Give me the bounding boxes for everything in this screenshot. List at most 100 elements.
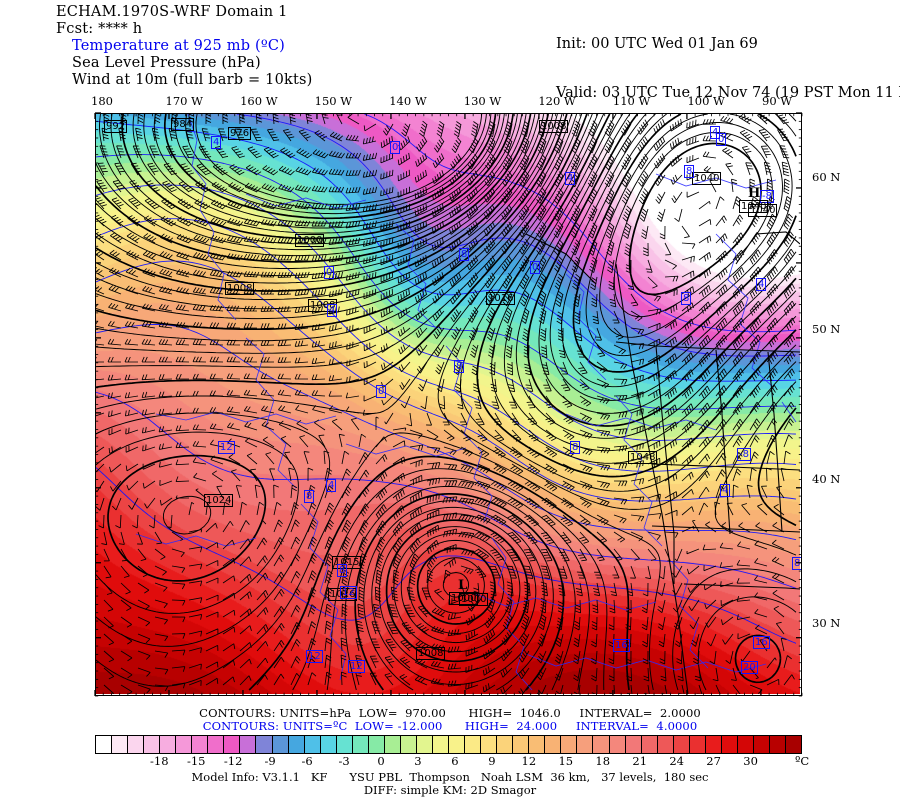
contour-line bbox=[749, 451, 759, 465]
contour-line bbox=[466, 255, 479, 271]
contour-line bbox=[681, 403, 694, 416]
contour-line bbox=[519, 255, 530, 272]
contour-line bbox=[346, 306, 360, 316]
contour-line bbox=[467, 289, 479, 306]
contour-line bbox=[141, 321, 156, 329]
contour-line bbox=[426, 493, 440, 504]
colorbar-swatch-35 bbox=[657, 736, 674, 753]
contour-line bbox=[501, 255, 513, 272]
contour-line bbox=[143, 233, 157, 244]
contour-line bbox=[588, 120, 598, 137]
contour-line bbox=[554, 256, 564, 273]
contour-line bbox=[160, 215, 177, 227]
contour-line bbox=[468, 327, 479, 341]
contour-line bbox=[278, 420, 292, 431]
contour-line bbox=[399, 378, 411, 390]
contour-line bbox=[328, 374, 343, 382]
contour-line bbox=[604, 171, 615, 188]
contour-line bbox=[745, 162, 754, 176]
contour-line bbox=[126, 480, 139, 491]
contour-line bbox=[245, 437, 258, 448]
contour-line bbox=[732, 300, 745, 316]
contour-line bbox=[760, 145, 771, 159]
contour-line bbox=[681, 437, 694, 448]
contour-line bbox=[715, 419, 727, 431]
contour-line bbox=[222, 520, 234, 533]
contour-line bbox=[398, 344, 411, 355]
contour-line bbox=[647, 423, 661, 433]
contour-line bbox=[256, 501, 265, 516]
pressure-center-value: 1040 bbox=[739, 200, 769, 213]
colorbar-swatch-14 bbox=[320, 736, 337, 753]
contour-line bbox=[103, 548, 110, 562]
contour-line bbox=[261, 183, 278, 193]
contour-line bbox=[141, 409, 156, 416]
lon-label-1: 170 W bbox=[165, 94, 203, 108]
contour-line bbox=[392, 427, 407, 431]
contour-line bbox=[487, 121, 496, 138]
contour-line bbox=[227, 217, 244, 227]
contour-line bbox=[570, 154, 581, 171]
contour-line bbox=[766, 266, 778, 282]
contour-line bbox=[409, 444, 424, 451]
contour-line bbox=[358, 536, 368, 553]
isotherm-label: 8 bbox=[681, 292, 692, 305]
isobar-label: 984 bbox=[171, 118, 195, 131]
contour-line bbox=[538, 308, 547, 325]
contour-line bbox=[587, 205, 598, 222]
contour-line bbox=[715, 334, 728, 350]
contour-line bbox=[129, 180, 142, 193]
contour-line bbox=[210, 235, 227, 244]
contour-line bbox=[698, 252, 712, 262]
contour-line bbox=[715, 469, 726, 482]
contour-line bbox=[783, 450, 791, 465]
contour-line bbox=[397, 186, 411, 198]
contour-line bbox=[126, 232, 140, 244]
contour-line bbox=[235, 485, 242, 499]
contour-line bbox=[243, 218, 261, 227]
contour-line bbox=[555, 120, 564, 137]
contour-line bbox=[681, 286, 695, 296]
contour-line bbox=[561, 114, 797, 388]
contour-line bbox=[505, 344, 513, 359]
contour-line bbox=[125, 267, 139, 278]
contour-line bbox=[311, 167, 328, 176]
contour-line bbox=[392, 440, 406, 448]
contour-line bbox=[178, 180, 194, 193]
contour-line bbox=[158, 321, 173, 329]
contour-line bbox=[468, 137, 479, 154]
contour-line bbox=[350, 417, 360, 431]
lat-label-3: 30 N bbox=[812, 616, 841, 630]
contour-line bbox=[239, 114, 246, 125]
contour-line bbox=[260, 236, 277, 244]
contour-line bbox=[647, 308, 662, 315]
contour-line bbox=[443, 480, 458, 487]
contour-line bbox=[698, 502, 709, 516]
contour-line bbox=[630, 293, 639, 307]
contour-line bbox=[588, 222, 598, 239]
contour-line bbox=[520, 290, 530, 307]
colorbar-swatch-36 bbox=[673, 736, 690, 753]
contour-line bbox=[474, 514, 491, 524]
contour-line bbox=[570, 188, 581, 205]
contour-line bbox=[664, 304, 678, 314]
contour-line bbox=[732, 232, 744, 246]
contour-line bbox=[470, 344, 479, 358]
contour-line bbox=[381, 395, 394, 406]
contour-line bbox=[436, 120, 445, 138]
contour-line bbox=[294, 323, 309, 331]
colorbar-swatch-1 bbox=[112, 736, 129, 753]
contour-line bbox=[243, 405, 258, 414]
contour-line bbox=[443, 463, 458, 471]
contour-line bbox=[571, 256, 581, 273]
contour-line bbox=[630, 343, 645, 350]
contour-line bbox=[222, 539, 235, 550]
contour-line bbox=[638, 170, 649, 187]
contour-line bbox=[96, 356, 104, 363]
contour-line bbox=[103, 114, 110, 125]
contour-line bbox=[239, 501, 247, 516]
contour-line bbox=[720, 131, 734, 142]
header-line-4: Wind at 10m (full barb = 10kts) bbox=[72, 72, 313, 88]
contour-line bbox=[137, 114, 144, 125]
contour-line bbox=[277, 356, 292, 363]
